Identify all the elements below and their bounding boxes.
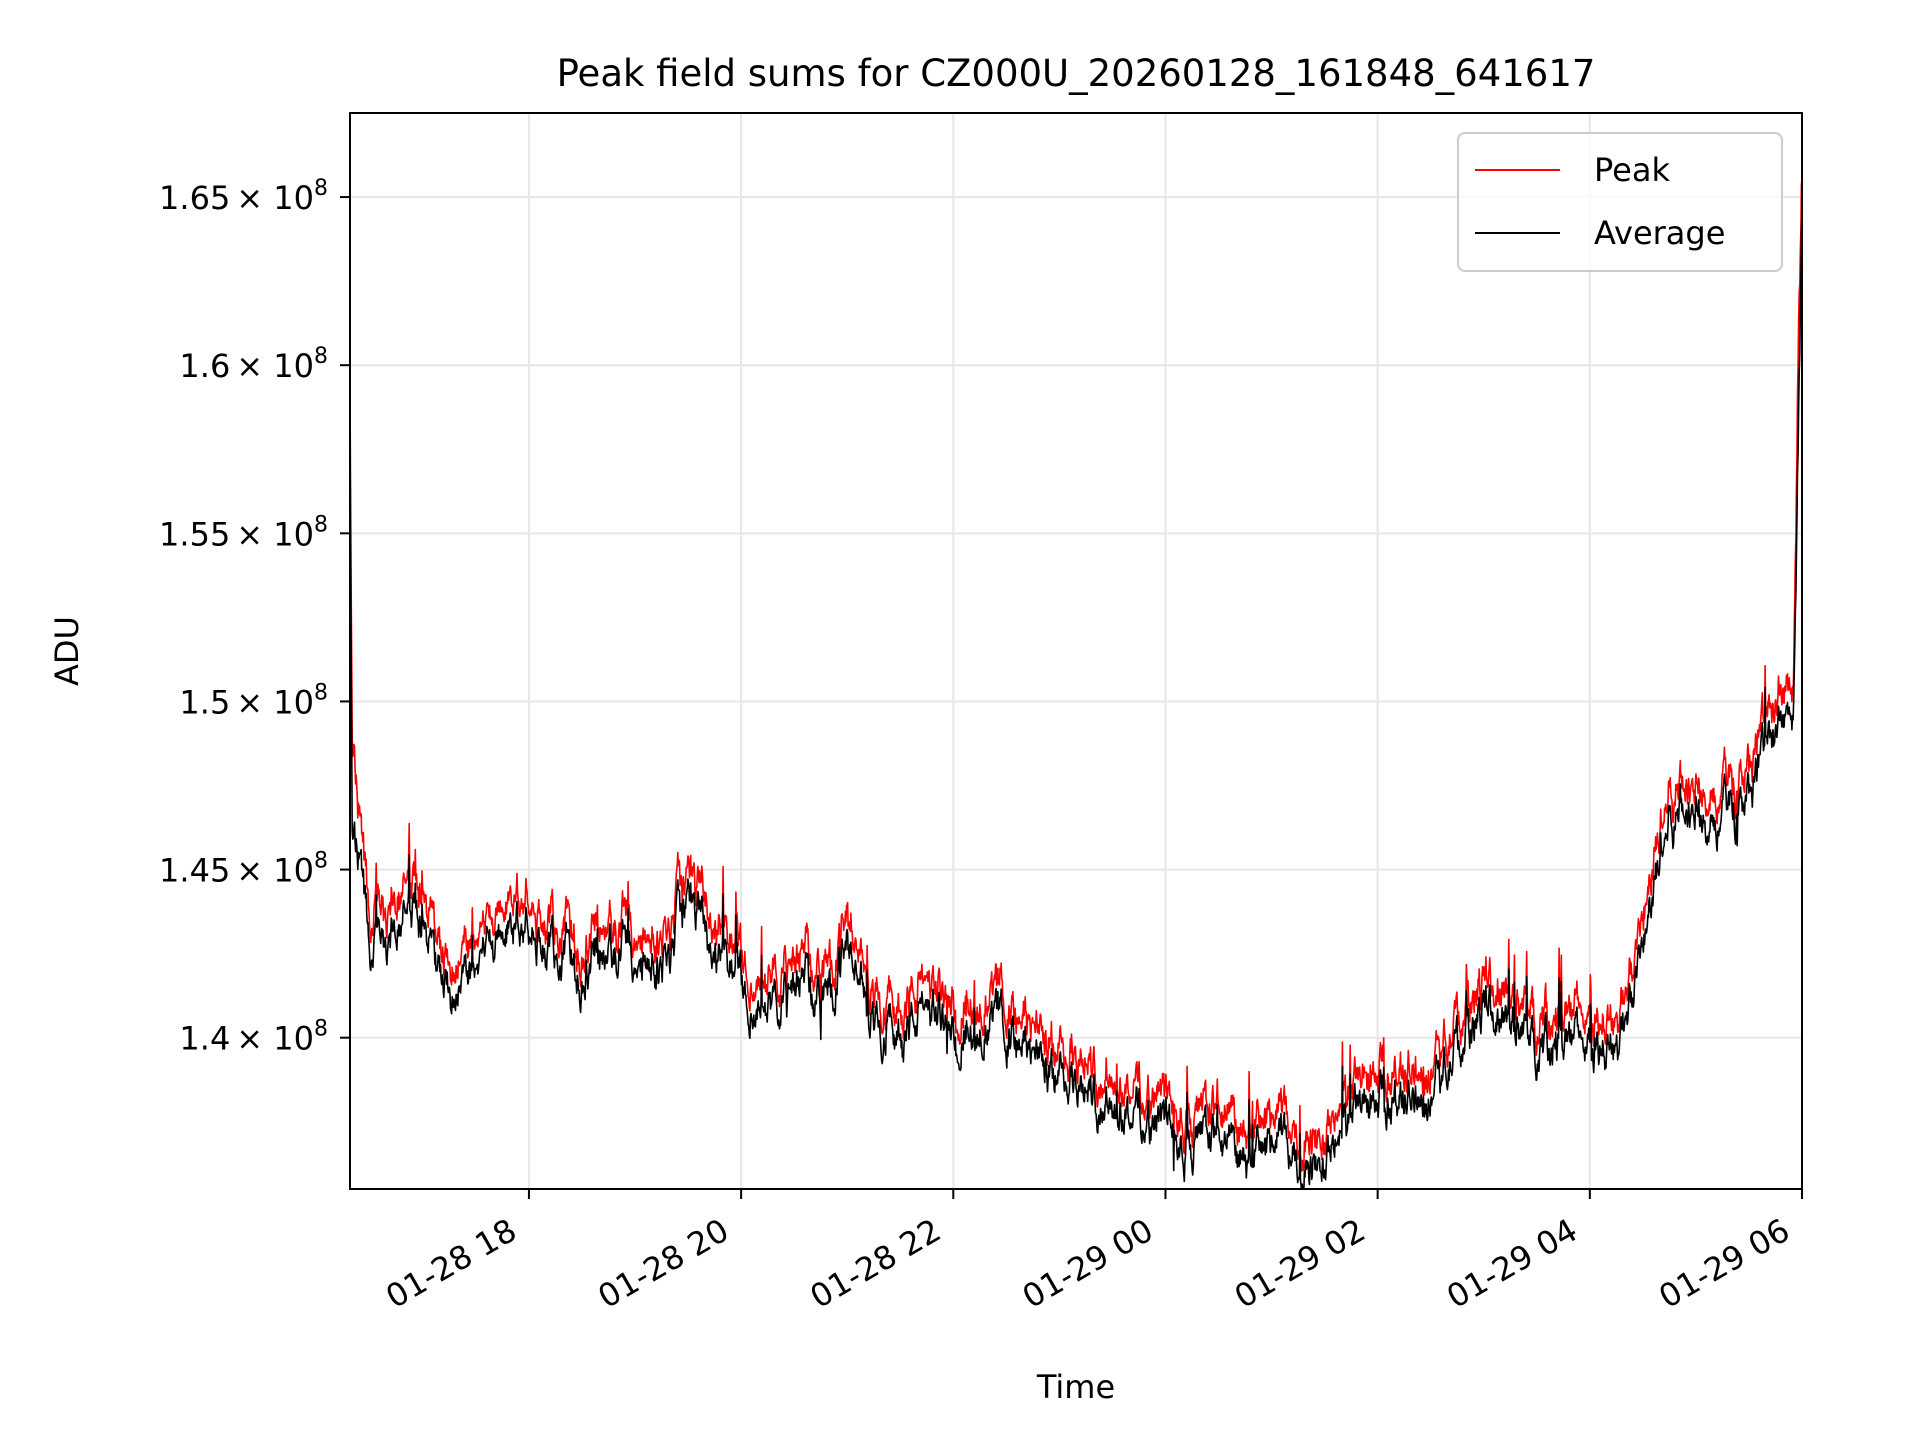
y-tick-label: 1.6 × 108 — [179, 344, 328, 385]
y-tick-times: × 10 — [236, 852, 314, 890]
legend: Peak Average — [1457, 132, 1783, 272]
chart-title: Peak field sums for CZ000U_20260128_1618… — [557, 52, 1596, 95]
y-tick-exponent: 8 — [314, 1017, 328, 1042]
y-tick-mantissa: 1.4 — [179, 1020, 230, 1058]
series-line-average — [350, 210, 1802, 1189]
y-tick-times: × 10 — [236, 347, 314, 385]
y-tick-times: × 10 — [236, 515, 314, 553]
y-tick-mantissa: 1.45 — [159, 852, 230, 890]
y-tick-label: 1.65 × 108 — [159, 176, 328, 217]
y-tick-mantissa: 1.6 — [179, 347, 230, 385]
plot-frame — [349, 112, 1803, 1190]
y-tick-exponent: 8 — [314, 344, 328, 369]
y-tick-times: × 10 — [236, 1020, 314, 1058]
y-tick-label: 1.4 × 108 — [179, 1017, 328, 1058]
y-tick-exponent: 8 — [314, 176, 328, 201]
y-tick-mantissa: 1.65 — [159, 179, 230, 217]
legend-box — [1457, 132, 1783, 272]
grid-lines — [350, 113, 1803, 1189]
y-tick-label: 1.5 × 108 — [179, 680, 328, 721]
y-tick-label: 1.45 × 108 — [159, 849, 328, 890]
y-tick-mantissa: 1.55 — [159, 515, 230, 553]
y-tick-mantissa: 1.5 — [179, 683, 230, 721]
y-axis-label: ADU — [48, 616, 86, 686]
y-tick-times: × 10 — [236, 683, 314, 721]
series-layer — [350, 178, 1802, 1189]
y-tick-exponent: 8 — [314, 512, 328, 537]
legend-label-average: Average — [1594, 214, 1725, 252]
y-tick-times: × 10 — [236, 179, 314, 217]
legend-label-peak: Peak — [1594, 151, 1670, 189]
y-tick-label: 1.55 × 108 — [159, 512, 328, 553]
x-axis-label: Time — [1036, 1368, 1115, 1406]
y-tick-exponent: 8 — [314, 680, 328, 705]
y-tick-exponent: 8 — [314, 849, 328, 874]
